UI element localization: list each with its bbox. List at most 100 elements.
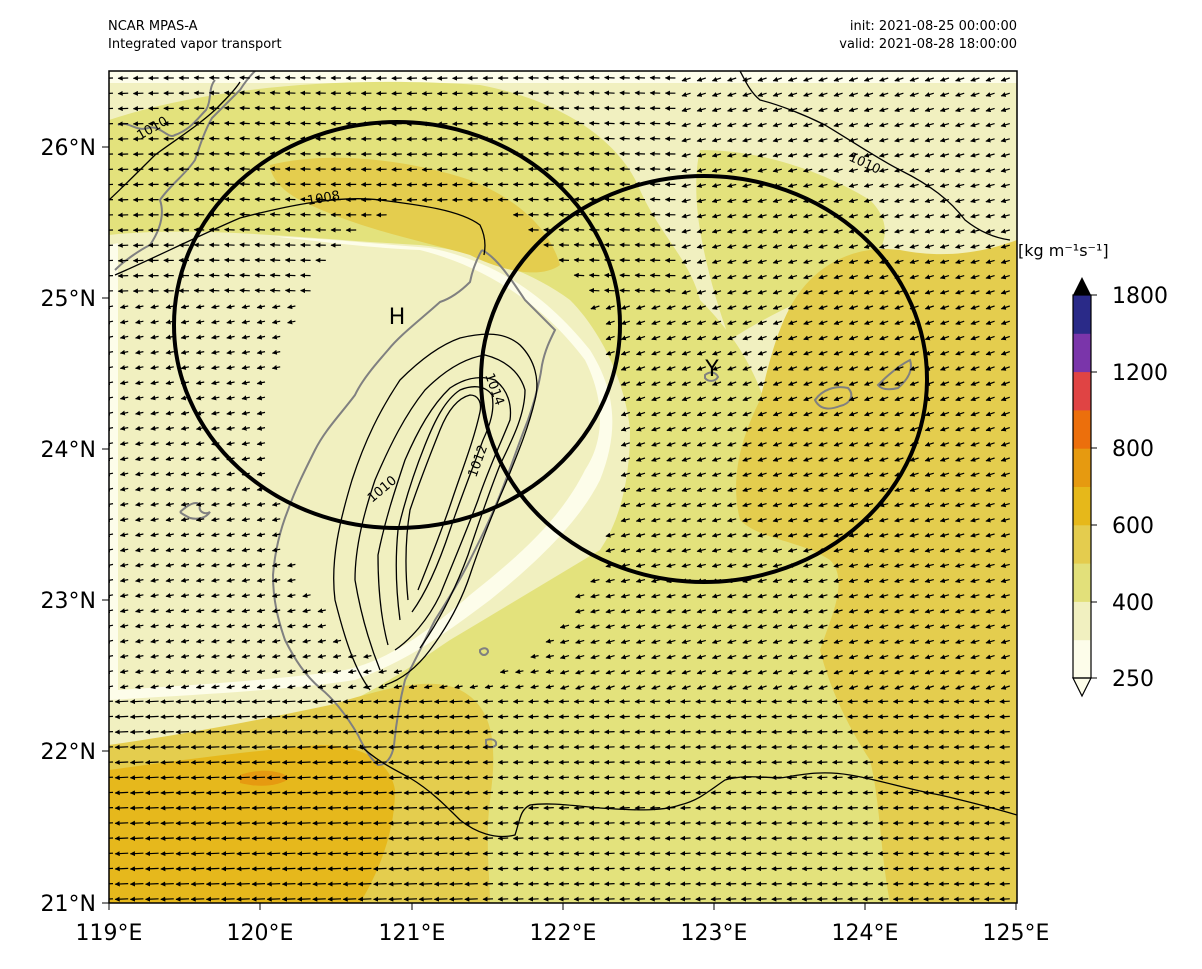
ivt-vector-arrow: [195, 334, 205, 340]
ivt-vector-arrow: [109, 731, 114, 733]
ivt-vector-arrow: [287, 319, 296, 325]
ivt-vector-arrow: [847, 774, 858, 780]
ivt-vector-arrow: [939, 289, 950, 295]
ivt-vector-arrow: [725, 714, 737, 720]
ivt-vector-arrow: [251, 881, 266, 887]
ivt-vector-arrow: [221, 699, 235, 705]
ivt-vector-arrow: [803, 152, 813, 158]
ivt-vector-arrow: [863, 198, 874, 204]
ivt-vector-arrow: [418, 881, 433, 887]
ivt-vector-arrow: [787, 274, 798, 280]
ivt-vector-arrow: [788, 320, 798, 326]
ivt-vector-arrow: [727, 76, 737, 82]
ivt-vector-arrow: [1000, 213, 1010, 219]
ivt-vector-arrow: [786, 744, 798, 750]
ivt-vector-arrow: [955, 259, 965, 265]
ivt-vector-arrow: [771, 835, 782, 841]
ivt-vector-arrow: [636, 304, 646, 310]
ivt-vector-arrow: [421, 106, 433, 112]
ivt-vector-arrow: [160, 820, 174, 826]
ivt-vector-arrow: [269, 120, 281, 126]
ivt-vector-arrow: [787, 122, 798, 128]
ivt-vector-arrow: [312, 714, 326, 720]
ivt-vector-arrow: [421, 136, 433, 142]
ivt-vector-arrow: [712, 304, 722, 310]
ivt-vector-arrow: [863, 289, 874, 295]
ivt-vector-arrow: [221, 775, 235, 781]
ivt-vector-arrow: [543, 714, 554, 720]
ivt-vector-arrow: [1000, 92, 1010, 97]
ivt-vector-arrow: [266, 714, 281, 720]
ivt-vector-arrow: [327, 729, 342, 735]
ivt-vector-arrow: [710, 850, 722, 856]
ivt-vector-arrow: [433, 835, 448, 841]
ivt-vector-arrow: [923, 714, 934, 720]
ivt-vector-arrow: [816, 759, 828, 765]
ivt-vector-arrow: [634, 805, 646, 811]
ivt-vector-arrow: [725, 698, 737, 704]
ivt-vector-arrow: [879, 243, 889, 249]
colorbar-segment: [1073, 524, 1091, 564]
ivt-vector-arrow: [832, 714, 843, 720]
ivt-vector-arrow: [418, 790, 433, 796]
ivt-vector-arrow: [388, 820, 402, 826]
ivt-vector-arrow: [588, 850, 600, 856]
ivt-vector-arrow: [970, 213, 980, 219]
ivt-vector-arrow: [357, 714, 372, 720]
ivt-vector-arrow: [909, 243, 919, 249]
ivt-vector-arrow: [681, 243, 691, 249]
ivt-vector-arrow: [999, 835, 1010, 841]
ivt-vector-arrow: [968, 729, 980, 735]
ivt-vector-arrow: [588, 120, 600, 126]
ivt-vector-arrow: [879, 92, 889, 97]
ivt-vector-arrow: [588, 759, 600, 765]
ivt-vector-arrow: [938, 866, 950, 872]
ivt-vector-arrow: [588, 714, 600, 720]
ivt-vector-arrow: [740, 790, 752, 796]
ivt-vector-arrow: [342, 805, 357, 811]
ivt-vector-arrow: [740, 759, 752, 765]
ivt-vector-arrow: [497, 714, 509, 720]
ivt-vector-arrow: [269, 257, 281, 263]
ivt-vector-arrow: [847, 698, 858, 704]
ivt-vector-arrow: [696, 107, 706, 113]
ivt-vector-arrow: [862, 805, 874, 811]
ivt-vector-arrow: [953, 744, 965, 750]
ivt-vector-arrow: [847, 790, 858, 796]
ivt-fill-800: [240, 770, 290, 786]
ivt-vector-arrow: [695, 759, 706, 765]
ivt-vector-arrow: [175, 820, 190, 826]
ivt-vector-arrow: [711, 274, 722, 280]
ivt-vector-arrow: [239, 196, 250, 202]
ivt-vector-arrow: [877, 729, 889, 735]
ivt-vector-arrow: [848, 243, 858, 249]
ivt-vector-arrow: [801, 714, 813, 720]
ivt-vector-arrow: [109, 807, 114, 809]
ivt-vector-arrow: [832, 759, 843, 765]
ivt-vector-arrow: [269, 212, 281, 218]
ivt-vector-arrow: [711, 228, 722, 234]
ivt-vector-arrow: [695, 790, 706, 796]
ivt-vector-arrow: [756, 790, 767, 796]
ivt-vector-arrow: [803, 183, 813, 188]
ivt-vector-arrow: [573, 744, 585, 750]
ivt-vector-arrow: [862, 744, 874, 750]
ivt-vector-arrow: [482, 896, 494, 902]
ivt-vector-arrow: [269, 242, 281, 248]
ivt-vector-arrow: [312, 851, 326, 857]
figure-header-left: NCAR MPAS-A Integrated vapor transport: [108, 18, 282, 54]
ivt-vector-arrow: [236, 744, 250, 750]
ivt-vector-arrow: [710, 759, 722, 765]
ivt-vector-arrow: [129, 759, 144, 765]
ivt-vector-arrow: [588, 257, 600, 263]
ivt-vector-arrow: [236, 881, 250, 887]
ivt-vector-arrow: [666, 320, 676, 326]
ivt-vector-arrow: [984, 850, 995, 856]
ivt-vector-arrow: [449, 866, 463, 872]
ivt-vector-arrow: [818, 152, 828, 158]
ivt-vector-arrow: [970, 274, 980, 280]
ivt-vector-arrow: [968, 820, 980, 826]
ivt-vector-arrow: [388, 851, 402, 857]
ivt-vector-arrow: [297, 805, 311, 811]
ivt-vector-arrow: [725, 805, 737, 811]
